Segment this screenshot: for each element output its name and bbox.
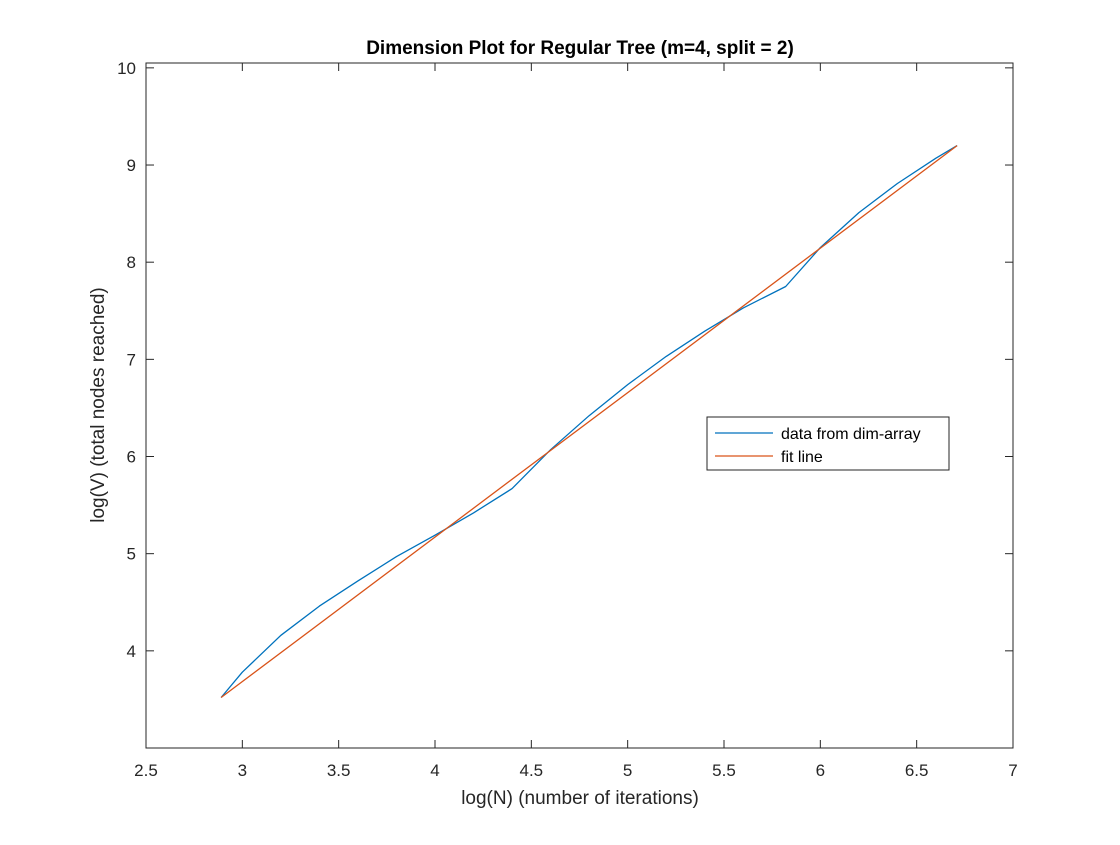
y-tick-label: 7 [127,350,136,369]
y-tick-label: 4 [127,642,136,661]
series-line-data [220,145,958,698]
chart-title: Dimension Plot for Regular Tree (m=4, sp… [366,38,794,59]
series-layer [220,145,958,699]
axis-ticks: 2.5 3 3.5 4 4.5 5 5.5 6 6.5 7 4 5 6 7 8 9 10 [117,59,1018,780]
legend-label-fit: fit line [781,449,823,466]
x-tick-label: 4.5 [520,761,544,780]
y-axis-label: log(V) (total nodes reached) [88,287,109,523]
x-tick-label: 7 [1008,761,1017,780]
x-tick-label: 4 [430,761,439,780]
x-tick-label: 6 [816,761,825,780]
x-axis-label: log(N) (number of iterations) [461,788,699,809]
x-tick-label: 3 [238,761,247,780]
legend-label-data: data from dim-array [781,426,921,443]
x-tick-label: 6.5 [905,761,929,780]
y-tick-label: 5 [127,545,136,564]
y-tick-label: 10 [117,59,136,78]
legend: data from dim-array fit line [706,416,950,471]
x-tick-label: 2.5 [134,761,158,780]
y-tick-label: 8 [127,253,136,272]
y-tick-label: 6 [127,448,136,467]
x-tick-label: 5.5 [712,761,736,780]
legend-box [706,416,950,471]
y-tick-label: 9 [127,156,136,175]
x-tick-label: 5 [623,761,632,780]
plot-area [145,62,1014,749]
x-tick-label: 3.5 [327,761,351,780]
series-line-fit [220,145,958,699]
